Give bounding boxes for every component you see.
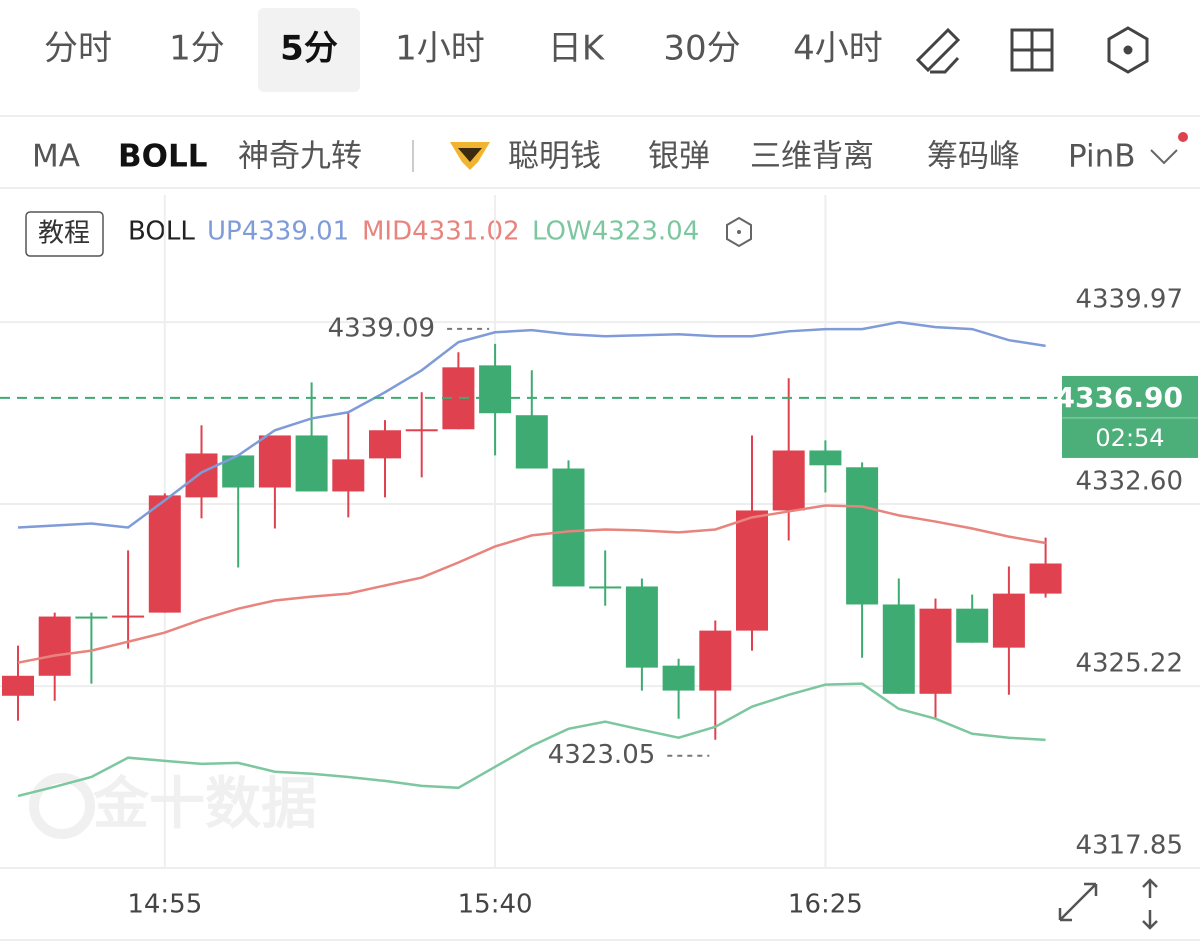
indicator-name: BOLL: [128, 217, 195, 247]
candle-body: [405, 429, 438, 432]
chart-controls: [1058, 878, 1158, 930]
draw-icon[interactable]: [915, 27, 961, 74]
band-line: [17, 504, 1046, 664]
candle-body: [515, 415, 548, 469]
candle-body: [992, 593, 1025, 648]
period-tab[interactable]: 30分: [663, 29, 740, 69]
y-tick-label: 4339.97: [1075, 285, 1183, 315]
chart: 4317.85 4325.22 4332.60 4339.97 14:55 15:40 16…: [0, 195, 1200, 920]
y-tick-label: 4332.60: [1075, 467, 1183, 497]
tutorial-button[interactable]: [25, 211, 104, 257]
period-tabs: 分时 1分 5分 1小时 日K 30分 4小时: [44, 29, 883, 69]
candle-body: [185, 453, 218, 498]
candle-body: [75, 616, 108, 619]
watermark: 金十数据: [92, 772, 317, 837]
candle-body: [295, 435, 328, 492]
tutorial-label[interactable]: 教程: [38, 219, 90, 249]
indicator-tab[interactable]: 筹码峰: [927, 139, 1020, 175]
toolbar-icons: [915, 26, 1149, 74]
high-annotation: 4339.09: [328, 313, 436, 343]
candle-body: [662, 665, 695, 691]
notice-dot: [1178, 132, 1188, 142]
indicator-tab[interactable]: PinB: [1068, 139, 1136, 175]
countdown: 02:54: [1095, 424, 1164, 452]
indicator-tab[interactable]: 聪明钱: [508, 139, 601, 175]
candle-body: [479, 365, 512, 414]
settings-icon[interactable]: [1107, 26, 1149, 74]
legend-low: LOW4323.04: [532, 217, 699, 247]
period-tab[interactable]: 5分: [280, 29, 338, 69]
candle-body: [846, 467, 879, 605]
x-tick-label: 14:55: [127, 890, 202, 920]
legend-mid: MID4331.02: [362, 217, 520, 247]
legend-settings-dot: [737, 230, 741, 234]
candle-body: [112, 615, 145, 618]
candle-body: [625, 586, 658, 668]
indicator-tab[interactable]: MA: [32, 139, 80, 175]
band-line: [17, 682, 1046, 798]
indicator-tab[interactable]: 神奇九转: [238, 139, 362, 175]
candle-body: [258, 435, 291, 488]
candle-body: [369, 430, 401, 459]
x-tick-label: 15:40: [458, 890, 533, 920]
indicator-tabs: MA BOLL 神奇九转 聪明钱 银弹 三维背离 筹码峰 PinB: [32, 139, 1136, 175]
scale-icon[interactable]: [1142, 878, 1158, 930]
period-tab[interactable]: 1分: [169, 29, 225, 69]
watermark-logo: [29, 773, 95, 839]
band-line: [17, 320, 1046, 529]
candle-body: [699, 630, 732, 691]
tab-selected-bg: [258, 8, 360, 92]
y-tick-label: 4325.22: [1075, 649, 1183, 679]
indicator-tab[interactable]: 三维背离: [750, 139, 874, 175]
indicator-tab[interactable]: BOLL: [118, 139, 208, 175]
smart-money-icon-inner: [458, 148, 482, 162]
candle-body: [332, 459, 365, 492]
candle-body: [809, 450, 842, 466]
period-tab[interactable]: 日K: [548, 29, 606, 69]
candle-body: [1029, 563, 1062, 594]
candle-body: [736, 510, 768, 631]
candle-body: [38, 616, 71, 676]
candle-body: [919, 608, 952, 694]
candle-body: [956, 608, 989, 643]
period-tab[interactable]: 4小时: [793, 29, 883, 69]
indicator-tab[interactable]: 银弹: [648, 139, 710, 175]
candle-body: [772, 450, 805, 511]
settings-dot: [1123, 45, 1133, 55]
legend-settings[interactable]: [726, 216, 752, 248]
period-tab[interactable]: 1小时: [395, 29, 485, 69]
candle-body: [2, 675, 34, 696]
low-annotation: 4323.05: [548, 740, 656, 770]
layout-icon-lines: [1012, 30, 1052, 70]
candle-body: [882, 604, 915, 694]
y-tick-label: 4317.85: [1075, 831, 1183, 861]
legend-up: UP4339.01: [207, 217, 349, 247]
candle-body: [552, 468, 585, 587]
period-tab[interactable]: 分时: [44, 29, 112, 69]
more-chevron[interactable]: [1150, 149, 1178, 165]
candle-body: [148, 495, 181, 613]
fullscreen-icon[interactable]: [1058, 882, 1098, 922]
current-price-label: 4336.90: [1055, 381, 1183, 414]
candle-body: [589, 586, 622, 589]
x-tick-label: 16:25: [788, 890, 863, 920]
current-price-box: [1062, 375, 1198, 458]
